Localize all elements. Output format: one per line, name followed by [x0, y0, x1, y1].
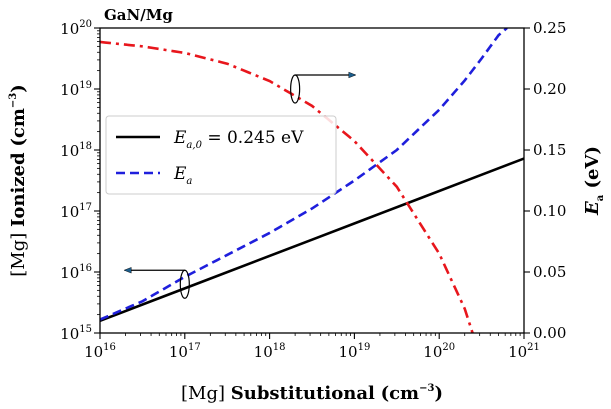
- plot-area: [100, 28, 524, 333]
- x-tick-label-2: 1018: [254, 342, 286, 361]
- x-tick-label-4: 1020: [423, 342, 455, 361]
- y-right-tick-label-1: 0.05: [533, 263, 566, 281]
- x-tick-label-3: 1019: [338, 342, 370, 361]
- series-line-0: [100, 157, 524, 323]
- y-right-tick-label-4: 0.20: [533, 80, 566, 98]
- legend-label-1: Ea: [173, 164, 192, 187]
- y-left-tick-label-5: 1020: [60, 19, 92, 38]
- y-left-axis-label: [Mg] Ionized (cm−3): [8, 84, 29, 277]
- y-right-axis-label: Ea (eV): [582, 146, 606, 216]
- x-tick-label-1: 1017: [169, 342, 201, 361]
- series-line-1: [100, 28, 508, 321]
- annotation-ellipse-1: [179, 269, 190, 299]
- chart-text: 1016 1017 1018 1019 1020 10211015101610171018…: [8, 6, 606, 404]
- legend-box: [105, 115, 337, 195]
- y-left-tick-label-3: 1018: [60, 141, 92, 160]
- annotation-ellipse-0: [290, 74, 301, 104]
- x-tick-label-0: 1016: [84, 342, 116, 361]
- x-axis-label: [Mg] Substitutional (cm−3): [181, 383, 443, 404]
- y-left-tick-label-4: 1019: [60, 80, 92, 99]
- y-right-tick-label-5: 0.25: [533, 19, 566, 37]
- axes: [94, 27, 530, 339]
- y-right-tick-label-0: 0.00: [533, 324, 566, 342]
- legend: Ea,0 = 0.245 eV Ea: [105, 115, 337, 195]
- y-right-tick-label-3: 0.15: [533, 141, 566, 159]
- y-left-tick-label-2: 1017: [60, 202, 92, 221]
- chart-title: GaN/Mg: [104, 6, 173, 24]
- legend-label-0: Ea,0 = 0.245 eV: [173, 128, 304, 151]
- y-left-tick-label-1: 1016: [60, 263, 92, 282]
- series-line-2: [100, 40, 474, 333]
- y-right-tick-label-2: 0.10: [533, 202, 566, 220]
- plot-frame: [99, 27, 525, 334]
- x-tick-label-5: 1021: [508, 342, 540, 361]
- y-left-tick-label-0: 1015: [60, 324, 92, 343]
